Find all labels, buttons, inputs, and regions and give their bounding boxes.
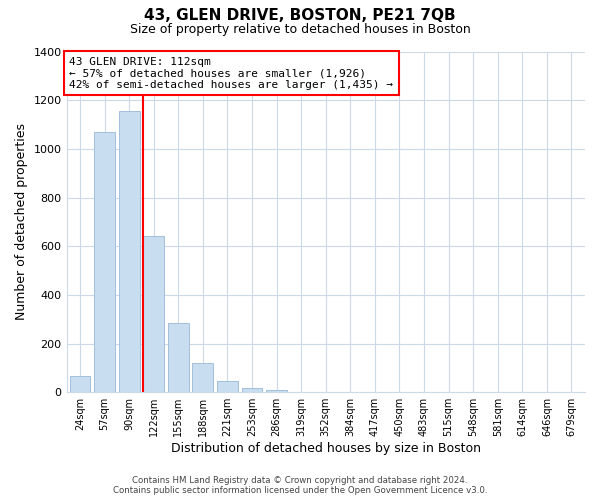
Bar — [242, 388, 262, 392]
Bar — [94, 132, 115, 392]
Text: 43, GLEN DRIVE, BOSTON, PE21 7QB: 43, GLEN DRIVE, BOSTON, PE21 7QB — [144, 8, 456, 22]
Y-axis label: Number of detached properties: Number of detached properties — [15, 124, 28, 320]
Bar — [193, 363, 214, 392]
Bar — [168, 323, 189, 392]
Text: 43 GLEN DRIVE: 112sqm
← 57% of detached houses are smaller (1,926)
42% of semi-d: 43 GLEN DRIVE: 112sqm ← 57% of detached … — [69, 56, 393, 90]
Bar — [119, 111, 140, 392]
Bar — [266, 390, 287, 392]
Bar — [217, 381, 238, 392]
Text: Size of property relative to detached houses in Boston: Size of property relative to detached ho… — [130, 22, 470, 36]
Text: Contains HM Land Registry data © Crown copyright and database right 2024.
Contai: Contains HM Land Registry data © Crown c… — [113, 476, 487, 495]
Bar — [143, 236, 164, 392]
X-axis label: Distribution of detached houses by size in Boston: Distribution of detached houses by size … — [171, 442, 481, 455]
Bar — [70, 376, 91, 392]
